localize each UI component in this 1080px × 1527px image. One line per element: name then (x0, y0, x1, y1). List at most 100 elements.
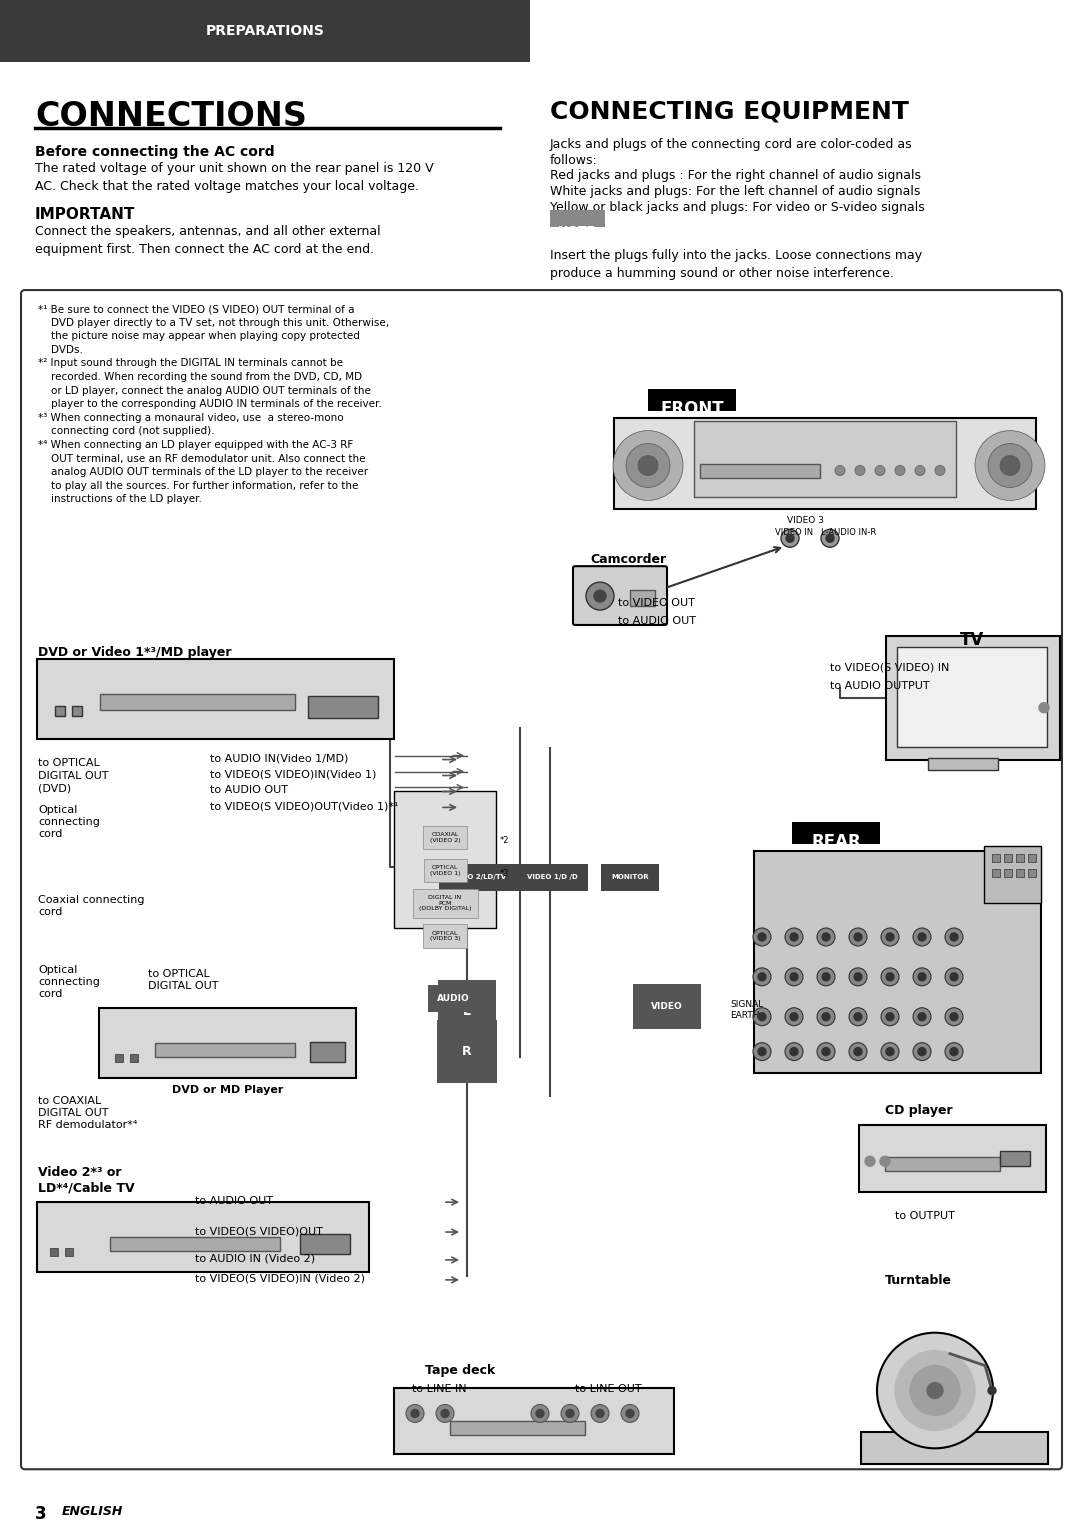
Text: to OPTICAL: to OPTICAL (38, 757, 99, 768)
Text: Optical: Optical (38, 805, 78, 815)
Circle shape (436, 1405, 454, 1423)
Circle shape (781, 530, 799, 547)
Circle shape (406, 1405, 424, 1423)
Circle shape (816, 1043, 835, 1061)
Text: follows:: follows: (550, 154, 597, 166)
Text: cord: cord (38, 989, 63, 999)
Circle shape (785, 928, 804, 945)
Circle shape (758, 1048, 766, 1055)
Circle shape (613, 431, 683, 501)
Circle shape (816, 928, 835, 945)
Circle shape (855, 466, 865, 475)
Circle shape (835, 466, 845, 475)
FancyBboxPatch shape (859, 1125, 1047, 1193)
Circle shape (561, 1405, 579, 1423)
FancyBboxPatch shape (1016, 869, 1024, 876)
Circle shape (566, 1409, 573, 1417)
FancyBboxPatch shape (450, 1422, 585, 1435)
FancyBboxPatch shape (792, 823, 880, 844)
Circle shape (913, 1008, 931, 1026)
Text: cord: cord (38, 907, 63, 918)
Circle shape (950, 1048, 958, 1055)
Circle shape (638, 455, 658, 475)
Text: VIDEO: VIDEO (651, 1002, 683, 1011)
FancyBboxPatch shape (615, 418, 1036, 510)
FancyBboxPatch shape (1028, 869, 1036, 876)
Text: RF demodulator*⁴: RF demodulator*⁴ (38, 1121, 137, 1130)
Circle shape (1039, 702, 1049, 713)
Text: *2: *2 (500, 835, 510, 844)
FancyBboxPatch shape (394, 1388, 674, 1454)
Text: Jacks and plugs of the connecting cord are color-coded as: Jacks and plugs of the connecting cord a… (550, 137, 913, 151)
Text: Tape deck: Tape deck (426, 1364, 496, 1377)
Circle shape (822, 933, 831, 941)
Circle shape (950, 1012, 958, 1020)
Text: NOTE: NOTE (558, 226, 596, 238)
Text: COAXIAL
(VIDEO 2): COAXIAL (VIDEO 2) (430, 832, 460, 843)
Text: DIGITAL OUT: DIGITAL OUT (148, 980, 218, 991)
Text: L: L (463, 1005, 471, 1019)
FancyBboxPatch shape (928, 757, 998, 770)
Circle shape (927, 1382, 943, 1399)
Circle shape (821, 530, 839, 547)
Text: DIGITAL OUT: DIGITAL OUT (38, 771, 108, 780)
Circle shape (945, 1008, 963, 1026)
Circle shape (877, 1333, 993, 1448)
FancyBboxPatch shape (1028, 854, 1036, 863)
FancyBboxPatch shape (156, 1043, 295, 1057)
FancyBboxPatch shape (72, 705, 82, 716)
Text: DIGITAL IN
PCM
(DOLBY DIGITAL): DIGITAL IN PCM (DOLBY DIGITAL) (419, 895, 471, 912)
Text: The rated voltage of your unit shown on the rear panel is 120 V
AC. Check that t: The rated voltage of your unit shown on … (35, 162, 434, 194)
Text: DVD or MD Player: DVD or MD Player (173, 1084, 284, 1095)
Text: Insert the plugs fully into the jacks. Loose connections may
produce a humming s: Insert the plugs fully into the jacks. L… (550, 249, 922, 279)
Text: AUDIO: AUDIO (436, 994, 470, 1003)
Circle shape (886, 1048, 894, 1055)
FancyBboxPatch shape (100, 693, 295, 710)
Circle shape (935, 466, 945, 475)
Circle shape (865, 1156, 875, 1167)
Circle shape (785, 1043, 804, 1061)
Circle shape (789, 1012, 798, 1020)
Circle shape (758, 933, 766, 941)
FancyBboxPatch shape (114, 1054, 123, 1061)
Circle shape (988, 443, 1032, 487)
Text: IMPORTANT: IMPORTANT (35, 208, 135, 223)
Text: connecting: connecting (38, 817, 99, 828)
Circle shape (945, 928, 963, 945)
Circle shape (918, 1048, 926, 1055)
Circle shape (854, 973, 862, 980)
Circle shape (789, 1048, 798, 1055)
FancyBboxPatch shape (984, 846, 1041, 902)
Text: *¹ Be sure to connect the VIDEO (S VIDEO) OUT terminal of a
    DVD player direc: *¹ Be sure to connect the VIDEO (S VIDEO… (38, 304, 389, 504)
Circle shape (975, 431, 1045, 501)
Text: OPTICAL
(VIDEO 1): OPTICAL (VIDEO 1) (430, 864, 460, 875)
Text: (DVD): (DVD) (38, 783, 71, 794)
Text: to VIDEO(S VIDEO)OUT(Video 1)*¹: to VIDEO(S VIDEO)OUT(Video 1)*¹ (210, 802, 399, 811)
Circle shape (945, 968, 963, 986)
Circle shape (895, 466, 905, 475)
Text: to AUDIO OUTPUT: to AUDIO OUTPUT (831, 681, 930, 690)
FancyBboxPatch shape (897, 647, 1047, 747)
Text: Video 2*³ or: Video 2*³ or (38, 1167, 121, 1179)
Text: to VIDEO(S VIDEO)IN (Video 2): to VIDEO(S VIDEO)IN (Video 2) (195, 1274, 365, 1284)
Circle shape (822, 1048, 831, 1055)
Circle shape (596, 1409, 604, 1417)
FancyBboxPatch shape (1004, 869, 1012, 876)
Circle shape (1000, 455, 1020, 475)
Text: MONITOR: MONITOR (611, 873, 649, 880)
Circle shape (785, 1008, 804, 1026)
Circle shape (531, 1405, 549, 1423)
Text: LD*⁴/Cable TV: LD*⁴/Cable TV (38, 1182, 135, 1194)
Text: to AUDIO IN(Video 1/MD): to AUDIO IN(Video 1/MD) (210, 753, 349, 764)
Text: FRONT: FRONT (660, 400, 724, 418)
Circle shape (591, 1405, 609, 1423)
FancyBboxPatch shape (754, 851, 1041, 1072)
Circle shape (789, 933, 798, 941)
Text: to VIDEO(S VIDEO)IN(Video 1): to VIDEO(S VIDEO)IN(Video 1) (210, 770, 376, 779)
Circle shape (854, 1048, 862, 1055)
FancyBboxPatch shape (130, 1054, 138, 1061)
FancyBboxPatch shape (993, 869, 1000, 876)
Circle shape (988, 1387, 996, 1394)
FancyBboxPatch shape (550, 211, 605, 228)
Text: TV: TV (960, 631, 984, 649)
